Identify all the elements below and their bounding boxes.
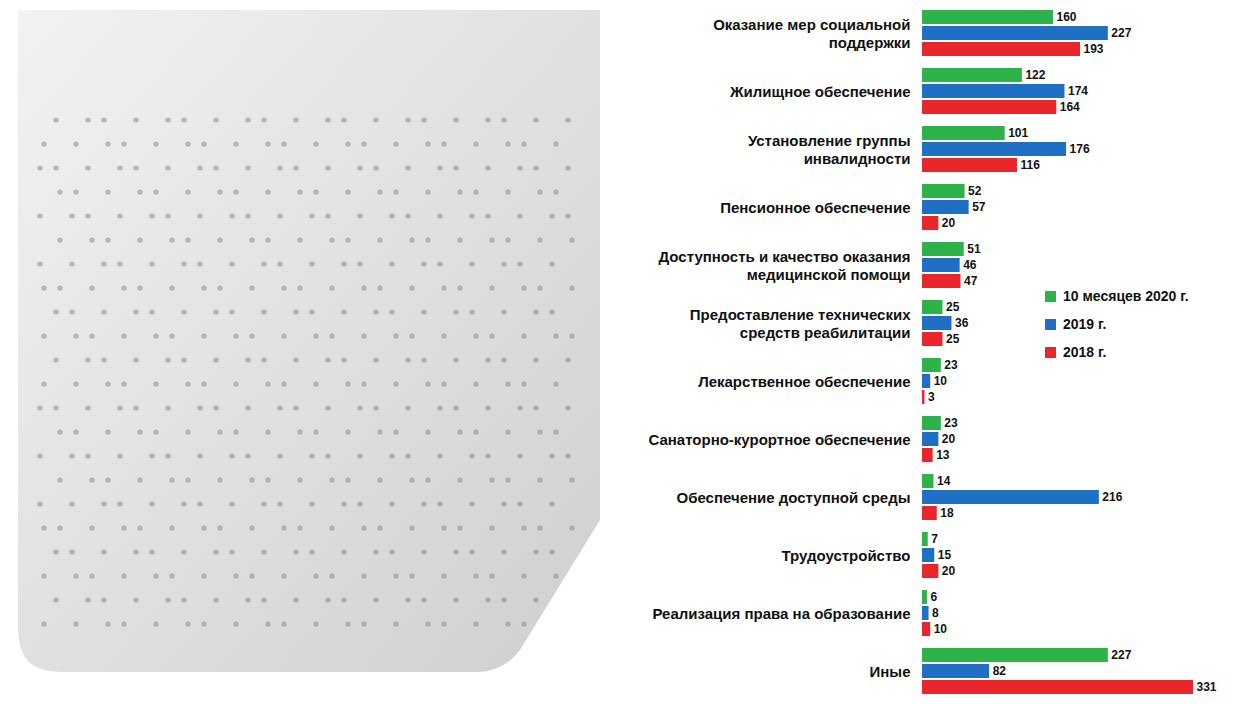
svg-text:25: 25 xyxy=(946,332,960,346)
svg-text:8: 8 xyxy=(932,606,939,620)
svg-text:Пенсионное обеспечение: Пенсионное обеспечение xyxy=(720,199,910,216)
svg-text:331: 331 xyxy=(1197,680,1217,694)
svg-text:116: 116 xyxy=(1020,158,1040,172)
html-text:2018 г.: 2018 г. xyxy=(1063,344,1107,360)
svg-text:51: 51 xyxy=(967,242,981,256)
svg-text:Санаторно-курортное обеспечени: Санаторно-курортное обеспечение xyxy=(648,431,910,448)
svg-text:176: 176 xyxy=(1070,142,1090,156)
svg-text:Иные: Иные xyxy=(870,663,911,680)
svg-text:36: 36 xyxy=(955,316,969,330)
svg-text:10: 10 xyxy=(934,374,948,388)
svg-text:Предоставление техническихсред: Предоставление техническихсредств реабил… xyxy=(690,306,911,340)
svg-text:Установление группыинвалидност: Установление группыинвалидности xyxy=(748,132,911,166)
svg-text:25: 25 xyxy=(946,300,960,314)
svg-text:46: 46 xyxy=(963,258,977,272)
svg-text:122: 122 xyxy=(1025,68,1045,82)
svg-text:52: 52 xyxy=(968,184,982,198)
svg-text:20: 20 xyxy=(942,216,956,230)
svg-text:101: 101 xyxy=(1008,126,1028,140)
svg-text:Трудоустройство: Трудоустройство xyxy=(781,547,910,564)
svg-text:Обеспечение доступной среды: Обеспечение доступной среды xyxy=(676,489,910,506)
svg-text:193: 193 xyxy=(1084,42,1104,56)
svg-text:Лекарственное обеспечение: Лекарственное обеспечение xyxy=(698,373,910,390)
svg-text:216: 216 xyxy=(1102,490,1122,504)
svg-text:6: 6 xyxy=(930,590,937,604)
svg-text:82: 82 xyxy=(993,664,1007,678)
svg-text:13: 13 xyxy=(936,448,950,462)
svg-text:164: 164 xyxy=(1060,100,1080,114)
svg-text:15: 15 xyxy=(938,548,952,562)
svg-text:Жилищное обеспечение: Жилищное обеспечение xyxy=(729,83,911,100)
svg-text:47: 47 xyxy=(964,274,978,288)
svg-text:Реализация права на образовани: Реализация права на образование xyxy=(652,605,910,622)
svg-text:160: 160 xyxy=(1056,10,1076,24)
svg-text:14: 14 xyxy=(937,474,951,488)
svg-text:3: 3 xyxy=(928,390,935,404)
svg-text:Доступность и качество оказани: Доступность и качество оказаниямедицинск… xyxy=(659,248,911,282)
svg-text:20: 20 xyxy=(942,432,956,446)
svg-text:Оказание мер социальнойподдерж: Оказание мер социальнойподдержки xyxy=(713,16,910,50)
html-text:10 месяцев 2020 г.: 10 месяцев 2020 г. xyxy=(1063,288,1189,304)
svg-text:23: 23 xyxy=(944,416,958,430)
svg-text:57: 57 xyxy=(972,200,986,214)
svg-text:20: 20 xyxy=(942,564,956,578)
html-text:2019 г.: 2019 г. xyxy=(1063,316,1107,332)
svg-text:23: 23 xyxy=(944,358,958,372)
svg-text:18: 18 xyxy=(940,506,954,520)
svg-text:227: 227 xyxy=(1111,26,1131,40)
svg-text:10: 10 xyxy=(934,622,948,636)
svg-text:227: 227 xyxy=(1111,648,1131,662)
svg-text:7: 7 xyxy=(931,532,938,546)
svg-text:174: 174 xyxy=(1068,84,1088,98)
